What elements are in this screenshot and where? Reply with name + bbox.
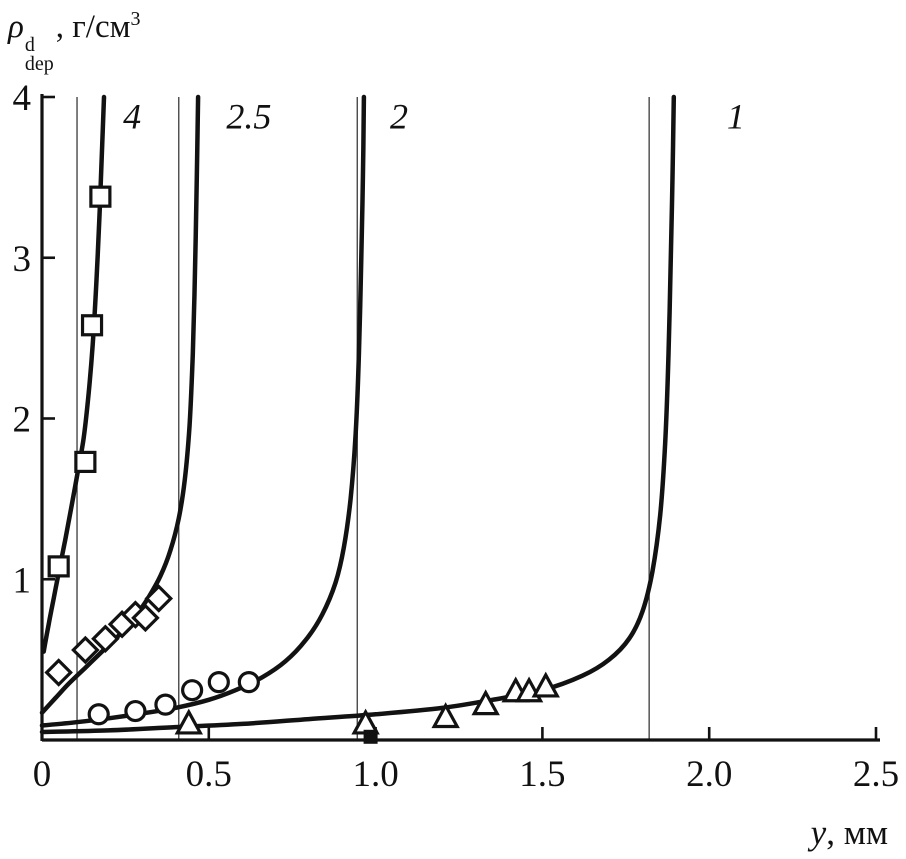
data-marker-circle [154, 693, 177, 716]
x-tick-label: 2.5 [853, 754, 899, 795]
y-axis-superscript: d [24, 34, 35, 56]
data-marker-triangle [174, 708, 203, 735]
data-marker-diamond [71, 635, 100, 665]
curve-label-1: 1 [727, 96, 745, 136]
data-marker-square [74, 450, 97, 474]
y-axis-symbol: ρ [8, 9, 24, 45]
x-tick-label: 2.0 [686, 754, 732, 795]
data-marker-triangle [471, 689, 500, 716]
x-axis-units: , мм [826, 813, 888, 852]
data-marker-square [47, 555, 70, 578]
data-marker-circle [207, 671, 230, 694]
curve-1 [39, 94, 677, 735]
data-marker-circle [237, 671, 260, 694]
x-axis-title: y, мм [811, 813, 888, 853]
curve-label-2: 2 [390, 96, 408, 136]
x-tick-label: 1.5 [519, 754, 565, 795]
y-tick-label: 2 [13, 400, 32, 441]
data-marker-triangle [431, 702, 460, 729]
y-tick-label: 1 [13, 560, 32, 601]
x-tick-label: 1.0 [352, 754, 398, 795]
y-tick-label: 4 [13, 78, 32, 119]
data-marker-circle [124, 699, 147, 723]
data-marker-diamond [131, 603, 160, 633]
data-marker-circle [87, 703, 110, 726]
x-tick-label: 0.5 [186, 754, 232, 795]
data-marker-circle [181, 679, 204, 702]
curve-4 [41, 94, 107, 654]
y-axis-title: ρ d dep, г/см3 [8, 8, 140, 74]
y-axis-units-exponent: 3 [130, 8, 141, 30]
curve-2.5 [39, 94, 201, 715]
data-marker-diamond [44, 658, 73, 687]
y-axis-symbol-scripts: d dep [24, 34, 54, 75]
curve-label-4: 4 [123, 96, 141, 136]
data-marker-triangle [531, 671, 560, 698]
x-axis-symbol: y [810, 813, 827, 852]
curve-label-2.5: 2.5 [226, 96, 271, 136]
y-axis-units: , г/см [55, 9, 131, 45]
data-marker-diamond [91, 624, 120, 653]
y-axis-subscript: dep [24, 53, 54, 75]
data-marker-square [89, 185, 112, 208]
data-marker-square [80, 314, 104, 337]
data-marker-diamond [144, 584, 174, 613]
y-tick-label: 3 [13, 239, 32, 280]
x-tick-label: 0 [33, 754, 52, 795]
